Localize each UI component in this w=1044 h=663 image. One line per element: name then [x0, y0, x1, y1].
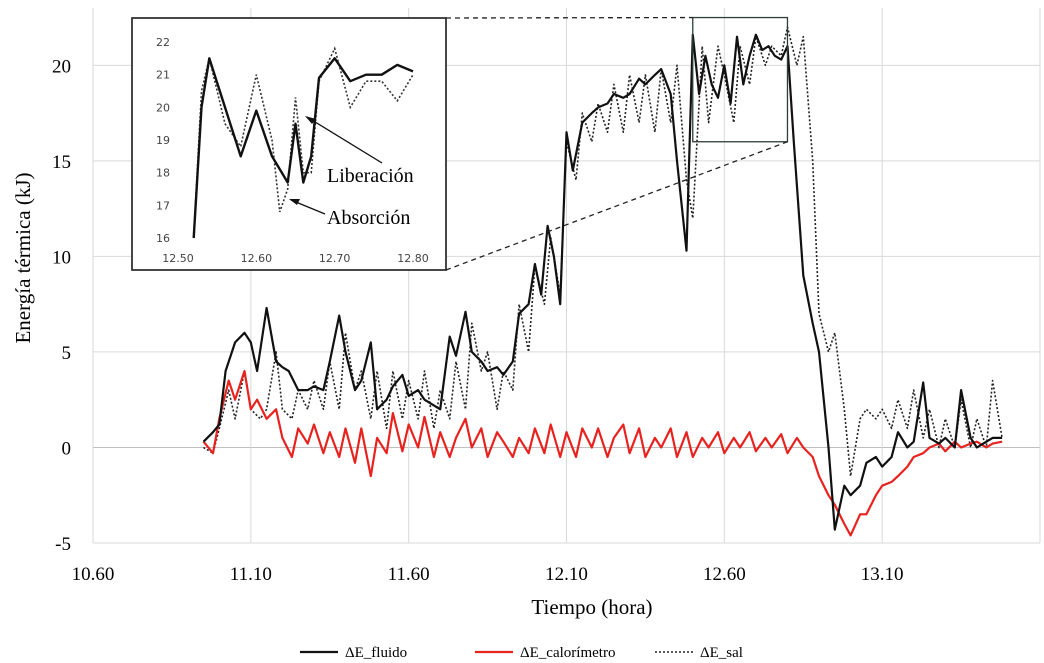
inset-series-sal: [192, 46, 414, 239]
inset-y-tick-4: 20: [156, 101, 170, 114]
y-tick-label-2: 5: [62, 343, 72, 364]
series-line-2: [203, 26, 1003, 477]
inset-y-tick-5: 21: [156, 69, 170, 82]
legend-label-2: ΔE_sal: [700, 645, 743, 661]
annotation-absorcion-arrowhead: [289, 199, 300, 205]
legend: ΔE_fluido ΔE_calorímetro ΔE_sal: [300, 645, 743, 661]
annotation-absorcion: Absorción: [327, 207, 410, 229]
legend-label-0: ΔE_fluido: [345, 645, 407, 661]
inset-series-fluido: [192, 57, 414, 239]
y-axis-title: Energía térmica (kJ): [11, 172, 35, 343]
y-tick-label-4: 15: [52, 152, 71, 173]
inset-x-tick-3: 12.80: [397, 252, 429, 265]
inset-x-tick-2: 12.70: [319, 252, 351, 265]
y-tick-label-5: 20: [52, 56, 71, 77]
y-tick-label-1: 0: [62, 438, 72, 459]
x-tick-label-1: 11.10: [230, 564, 272, 585]
inset-y-tick-6: 22: [156, 36, 170, 49]
inset-x-tick-1: 12.60: [241, 252, 273, 265]
series-line-0: [202, 33, 1003, 531]
y-tick-label-3: 10: [52, 247, 71, 268]
zoom-box: [692, 16, 789, 143]
inset-y-tick-3: 19: [156, 134, 170, 147]
y-tick-labels: -5 0 5 10 15 20: [52, 56, 71, 555]
annotation-liberacion-arrowhead: [305, 116, 316, 124]
series-lines: [202, 26, 1003, 537]
y-tick-label-0: -5: [55, 534, 71, 555]
inset-y-tick-1: 17: [156, 199, 170, 212]
x-tick-label-4: 12.60: [703, 564, 746, 585]
x-tick-label-5: 13.10: [861, 564, 904, 585]
annotation-liberacion-arrow: [306, 116, 383, 164]
series-line-1: [202, 369, 1003, 537]
inset-y-tick-2: 18: [156, 167, 170, 180]
inset-x-tick-0: 12.50: [162, 252, 194, 265]
x-tick-label-2: 11.60: [388, 564, 430, 585]
zoom-region: [692, 16, 789, 143]
inset-frame: [131, 17, 447, 271]
annotation-liberacion: Liberación: [327, 165, 414, 187]
x-tick-label-3: 12.10: [545, 564, 588, 585]
inset-y-tick-0: 16: [156, 232, 170, 245]
x-axis-title: Tiempo (hora): [531, 595, 652, 619]
x-tick-label-0: 10.60: [72, 564, 115, 585]
legend-label-1: ΔE_calorímetro: [520, 645, 615, 661]
inset-chart: 16 17 18 19 20 21 22 12.50 12.60 12.70 12.80 Libera…: [131, 16, 788, 271]
connector-bottom: [445, 141, 788, 271]
x-tick-labels: 10.60 11.10 11.60 12.10 12.60 13.10: [72, 564, 904, 585]
